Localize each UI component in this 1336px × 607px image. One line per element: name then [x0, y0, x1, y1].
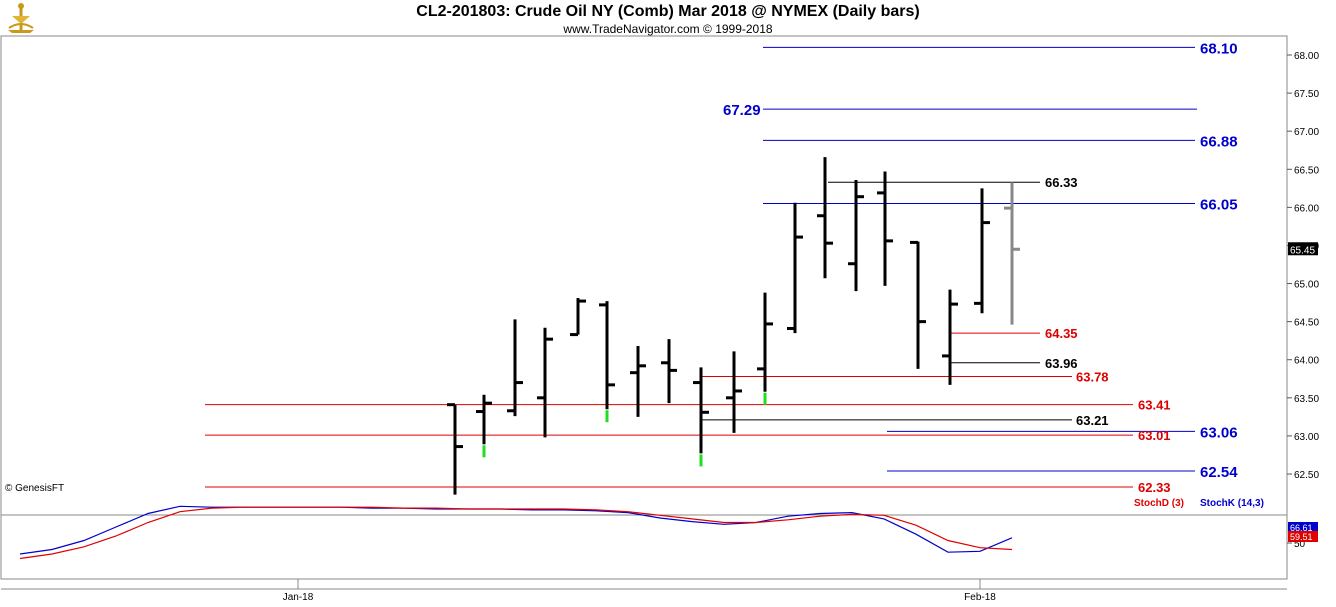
stoch-line: [19, 506, 1013, 560]
last-price-badge: [1288, 242, 1318, 256]
stoch-d-legend: StochD (3): [1134, 498, 1184, 509]
level-label: 66.33: [1045, 175, 1078, 190]
level-label: 62.33: [1138, 480, 1171, 495]
price-tick-label: 63.00: [1294, 432, 1319, 443]
level-label: 63.96: [1045, 356, 1078, 371]
price-tick-label: 64.50: [1294, 318, 1319, 329]
level-label: 64.35: [1045, 326, 1078, 341]
level-label: 63.41: [1138, 398, 1171, 413]
level-label: 68.10: [1200, 40, 1238, 57]
level-label: 62.54: [1200, 464, 1238, 481]
last-price-label: 65.45: [1290, 245, 1315, 256]
time-tick-label: Feb-18: [964, 592, 996, 603]
stoch-tick-label: 50: [1294, 539, 1306, 550]
copyright-text: © GenesisFT: [5, 483, 64, 494]
price-tick-label: 66.50: [1294, 165, 1319, 176]
level-label: 66.88: [1200, 133, 1238, 150]
price-tick-label: 62.50: [1294, 470, 1319, 481]
price-tick-label: 64.00: [1294, 356, 1319, 367]
stoch-k-value: 66.61: [1290, 523, 1313, 533]
price-pane-frame: [0, 35, 1288, 580]
stoch-d-value-badge: [1288, 531, 1318, 542]
trade-navigator-logo-icon: [8, 3, 34, 33]
stoch-d-value: 59.51: [1290, 532, 1313, 542]
level-label: 63.21: [1076, 413, 1109, 428]
price-tick-label: 65.00: [1294, 280, 1319, 291]
stoch-k-legend: StochK (14,3): [1200, 498, 1264, 509]
time-tick-label: Jan-18: [283, 592, 314, 603]
chart-title: CL2-201803: Crude Oil NY (Comb) Mar 2018…: [416, 3, 920, 20]
price-tick-label: 63.50: [1294, 394, 1319, 405]
chart-subtitle: www.TradeNavigator.com © 1999-2018: [563, 22, 773, 36]
level-label: 66.05: [1200, 197, 1238, 214]
level-label: 67.29: [723, 102, 761, 119]
price-tick-label: 68.00: [1294, 51, 1319, 62]
level-label: 63.78: [1076, 369, 1109, 384]
price-tick-label: 67.00: [1294, 127, 1319, 138]
price-tick-label: 67.50: [1294, 89, 1319, 100]
price-tick-label: 66.00: [1294, 203, 1319, 214]
stoch-k-value-badge: [1288, 522, 1318, 533]
level-label: 63.06: [1200, 424, 1238, 441]
stoch-line: [19, 505, 1013, 555]
level-label: 63.01: [1138, 428, 1171, 443]
